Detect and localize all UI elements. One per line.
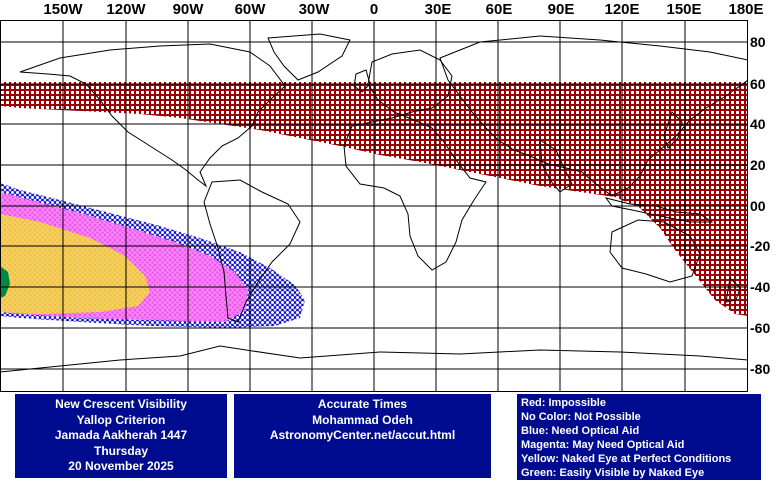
legend-item-magenta: Magenta: May Need Optical Aid [521, 439, 685, 451]
lon-label-120e: 120E [604, 1, 640, 18]
legend-item-red: Red: Impossible [521, 397, 606, 409]
europe-africa-outline [343, 49, 487, 271]
credit-panel: Accurate Times Mohammad Odeh AstronomyCe… [234, 394, 491, 478]
lon-label-90w: 90W [172, 1, 204, 18]
lat-label-minus-60: -60 [750, 320, 771, 336]
indonesia-outline [604, 197, 714, 223]
lat-label-20: 20 [750, 157, 766, 173]
south-america-outline [203, 179, 301, 323]
lon-label-0: 0 [369, 1, 379, 18]
new-zealand-outline [725, 276, 741, 303]
software-name: Accurate Times [317, 397, 408, 411]
north-america-outline [19, 43, 286, 188]
region-naked-eye-perfect [0, 214, 150, 314]
legend-panel: Red: Impossible No Color: Not Possible B… [517, 394, 761, 480]
lon-label-60e: 60E [485, 1, 513, 18]
date-line: 20 November 2025 [68, 459, 174, 473]
lat-label-minus-40: -40 [750, 279, 771, 295]
legend-item-blue: Blue: Need Optical Aid [521, 425, 640, 437]
region-easily-visible [0, 266, 10, 298]
lon-label-60w: 60W [234, 1, 266, 18]
legend-item-yellow: Yellow: Naked Eye at Perfect Conditions [521, 453, 732, 465]
lat-label-00: 00 [750, 198, 766, 214]
title-line: New Crescent Visibility [55, 397, 187, 411]
legend-item-no-color: No Color: Not Possible [521, 411, 641, 423]
lon-label-30e: 30E [424, 1, 452, 18]
title-panel: New Crescent Visibility Yallop Criterion… [15, 394, 227, 478]
asia-outline [439, 35, 748, 197]
antarctica-outline [0, 345, 748, 373]
coastlines [0, 33, 748, 373]
legend-item-green: Green: Easily Visible by Naked Eye [521, 467, 705, 479]
lon-label-90e: 90E [547, 1, 575, 18]
lon-label-180e: 180E [728, 1, 764, 18]
lat-label-80: 80 [750, 34, 766, 50]
hijri-month-line: Jamada Aakherah 1447 [54, 428, 188, 442]
australia-outline [609, 219, 701, 283]
japan-outline [663, 111, 683, 149]
lon-label-30w: 30W [298, 1, 330, 18]
india-outline [539, 139, 573, 193]
lon-label-150w: 150W [43, 1, 83, 18]
graticule-grid [0, 20, 748, 392]
website-link[interactable]: AstronomyCenter.net/accut.html [269, 428, 456, 442]
lat-label-40: 40 [750, 116, 766, 132]
criterion-line: Yallop Criterion [76, 412, 166, 427]
lon-label-150e: 150E [666, 1, 702, 18]
lon-label-120w: 120W [106, 1, 146, 18]
lat-label-minus-80: -80 [750, 361, 771, 377]
lat-label-60: 60 [750, 76, 766, 92]
region-impossible [0, 82, 748, 316]
lat-label-minus-20: -20 [750, 238, 771, 254]
weekday-line: Thursday [93, 443, 148, 458]
greenland-outline [267, 33, 351, 81]
author-name: Mohammad Odeh [312, 412, 413, 427]
